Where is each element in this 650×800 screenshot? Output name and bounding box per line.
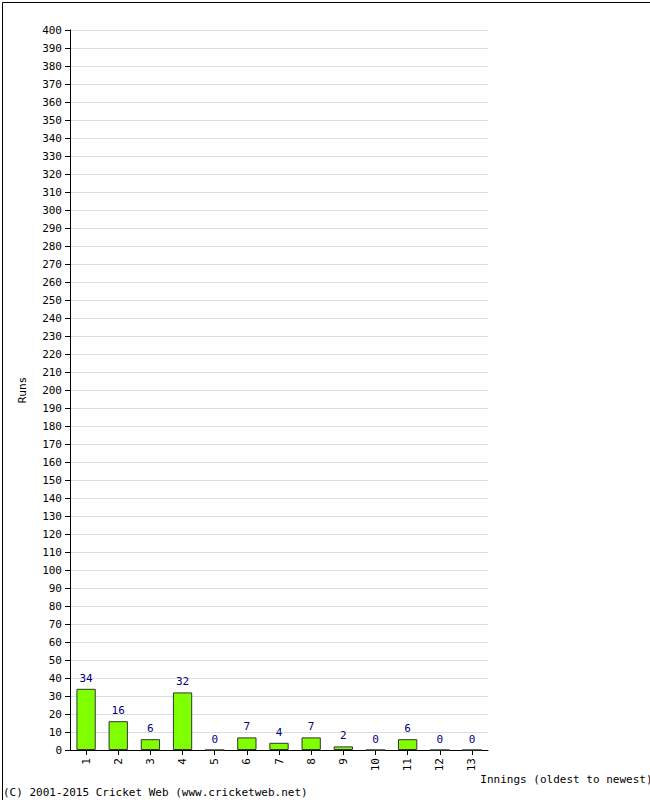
svg-text:350: 350 [42, 114, 62, 127]
svg-text:60: 60 [49, 636, 62, 649]
svg-text:110: 110 [42, 546, 62, 559]
svg-text:150: 150 [42, 474, 62, 487]
svg-text:50: 50 [49, 654, 62, 667]
svg-text:6: 6 [404, 722, 411, 735]
svg-text:370: 370 [42, 78, 62, 91]
svg-text:400: 400 [42, 24, 62, 37]
svg-text:4: 4 [276, 726, 283, 739]
svg-text:380: 380 [42, 60, 62, 73]
svg-text:160: 160 [42, 456, 62, 469]
svg-text:260: 260 [42, 276, 62, 289]
svg-text:Runs: Runs [16, 377, 29, 404]
svg-text:8: 8 [305, 758, 318, 765]
svg-text:6: 6 [147, 722, 154, 735]
svg-text:140: 140 [42, 492, 62, 505]
svg-text:220: 220 [42, 348, 62, 361]
svg-text:250: 250 [42, 294, 62, 307]
svg-text:30: 30 [49, 690, 62, 703]
svg-text:0: 0 [372, 733, 379, 746]
svg-text:11: 11 [401, 758, 414, 771]
svg-text:90: 90 [49, 582, 62, 595]
svg-text:310: 310 [42, 186, 62, 199]
svg-text:290: 290 [42, 222, 62, 235]
svg-text:3: 3 [144, 758, 157, 765]
svg-text:280: 280 [42, 240, 62, 253]
svg-text:10: 10 [369, 758, 382, 771]
svg-text:7: 7 [273, 758, 286, 765]
svg-text:180: 180 [42, 420, 62, 433]
svg-text:1: 1 [80, 758, 93, 765]
svg-text:7: 7 [244, 720, 251, 733]
svg-text:(C) 2001-2015 Cricket Web (www: (C) 2001-2015 Cricket Web (www.cricketwe… [3, 786, 308, 799]
svg-text:340: 340 [42, 132, 62, 145]
svg-text:390: 390 [42, 42, 62, 55]
svg-text:2: 2 [112, 758, 125, 765]
svg-text:10: 10 [49, 726, 62, 739]
svg-text:240: 240 [42, 312, 62, 325]
svg-text:6: 6 [240, 758, 253, 765]
svg-text:300: 300 [42, 204, 62, 217]
svg-text:34: 34 [79, 672, 93, 685]
svg-text:70: 70 [49, 618, 62, 631]
svg-text:360: 360 [42, 96, 62, 109]
svg-text:170: 170 [42, 438, 62, 451]
svg-text:9: 9 [337, 758, 350, 765]
svg-text:16: 16 [112, 704, 125, 717]
svg-text:12: 12 [433, 758, 446, 771]
svg-text:200: 200 [42, 384, 62, 397]
svg-text:120: 120 [42, 528, 62, 541]
svg-text:80: 80 [49, 600, 62, 613]
svg-text:7: 7 [308, 720, 315, 733]
svg-text:0: 0 [211, 733, 218, 746]
svg-text:320: 320 [42, 168, 62, 181]
svg-text:0: 0 [436, 733, 443, 746]
svg-text:130: 130 [42, 510, 62, 523]
svg-text:0: 0 [55, 744, 62, 757]
svg-text:190: 190 [42, 402, 62, 415]
svg-text:0: 0 [469, 733, 476, 746]
svg-text:40: 40 [49, 672, 62, 685]
svg-text:Innings (oldest to newest): Innings (oldest to newest) [480, 773, 650, 786]
svg-text:4: 4 [176, 758, 189, 765]
svg-text:230: 230 [42, 330, 62, 343]
svg-text:270: 270 [42, 258, 62, 271]
svg-text:210: 210 [42, 366, 62, 379]
svg-text:5: 5 [208, 758, 221, 765]
svg-text:100: 100 [42, 564, 62, 577]
svg-text:20: 20 [49, 708, 62, 721]
svg-text:2: 2 [340, 729, 347, 742]
svg-text:32: 32 [176, 675, 189, 688]
svg-text:13: 13 [465, 758, 478, 771]
svg-text:330: 330 [42, 150, 62, 163]
